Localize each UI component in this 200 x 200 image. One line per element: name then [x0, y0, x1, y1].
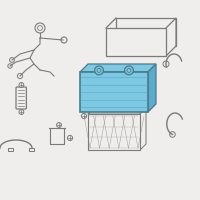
Bar [29, 148, 34, 151]
Circle shape [170, 132, 175, 137]
Circle shape [35, 23, 45, 33]
Circle shape [125, 66, 133, 75]
Circle shape [8, 64, 12, 68]
Bar [88, 114, 140, 150]
Circle shape [19, 110, 24, 114]
Polygon shape [148, 64, 156, 112]
Polygon shape [116, 18, 176, 46]
FancyBboxPatch shape [16, 87, 26, 109]
Bar [8, 148, 13, 151]
Circle shape [67, 135, 73, 141]
Circle shape [163, 61, 169, 67]
Circle shape [127, 68, 131, 72]
Polygon shape [80, 64, 156, 72]
Circle shape [17, 73, 23, 79]
Polygon shape [88, 108, 146, 114]
Circle shape [97, 68, 101, 72]
Polygon shape [140, 108, 146, 150]
Bar [106, 28, 166, 56]
Circle shape [38, 26, 42, 30]
Bar [80, 72, 148, 112]
Circle shape [95, 66, 103, 75]
Circle shape [10, 58, 14, 62]
Polygon shape [166, 18, 176, 56]
Circle shape [57, 123, 61, 127]
Circle shape [19, 83, 24, 87]
Circle shape [81, 113, 87, 119]
Circle shape [61, 37, 67, 43]
